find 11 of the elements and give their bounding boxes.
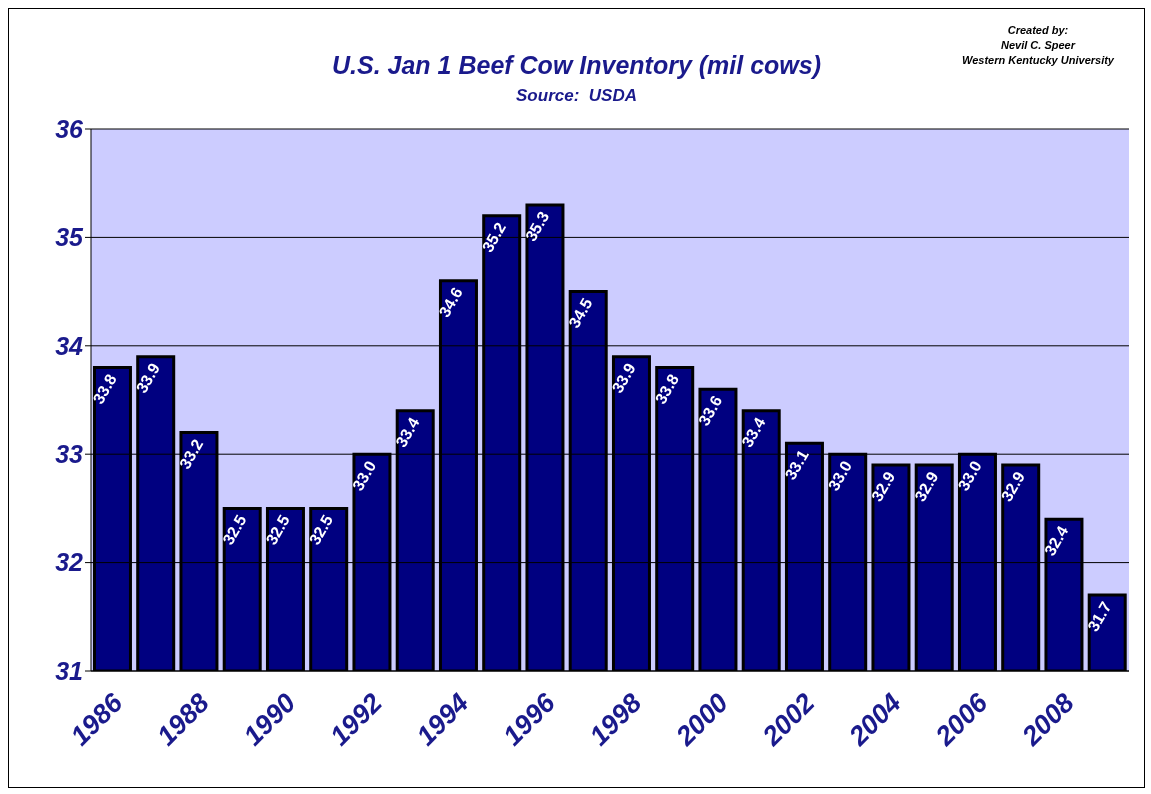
y-tick-label: 35 <box>55 223 85 252</box>
text: Nevil C. Speer <box>1000 38 1077 53</box>
text: Created by: <box>1006 23 1070 38</box>
chart-subtitle: Source: USDA <box>515 86 638 106</box>
y-tick-label: 36 <box>55 114 85 143</box>
y-tick-label: 34 <box>55 331 84 360</box>
y-tick-label: 33 <box>55 440 84 469</box>
text: Western Kentucky University <box>961 53 1114 68</box>
chart-title: U.S. Jan 1 Beef Cow Inventory (mil cows) <box>331 51 821 79</box>
y-tick-label: 31 <box>55 656 83 685</box>
y-tick-label: 32 <box>55 548 84 577</box>
